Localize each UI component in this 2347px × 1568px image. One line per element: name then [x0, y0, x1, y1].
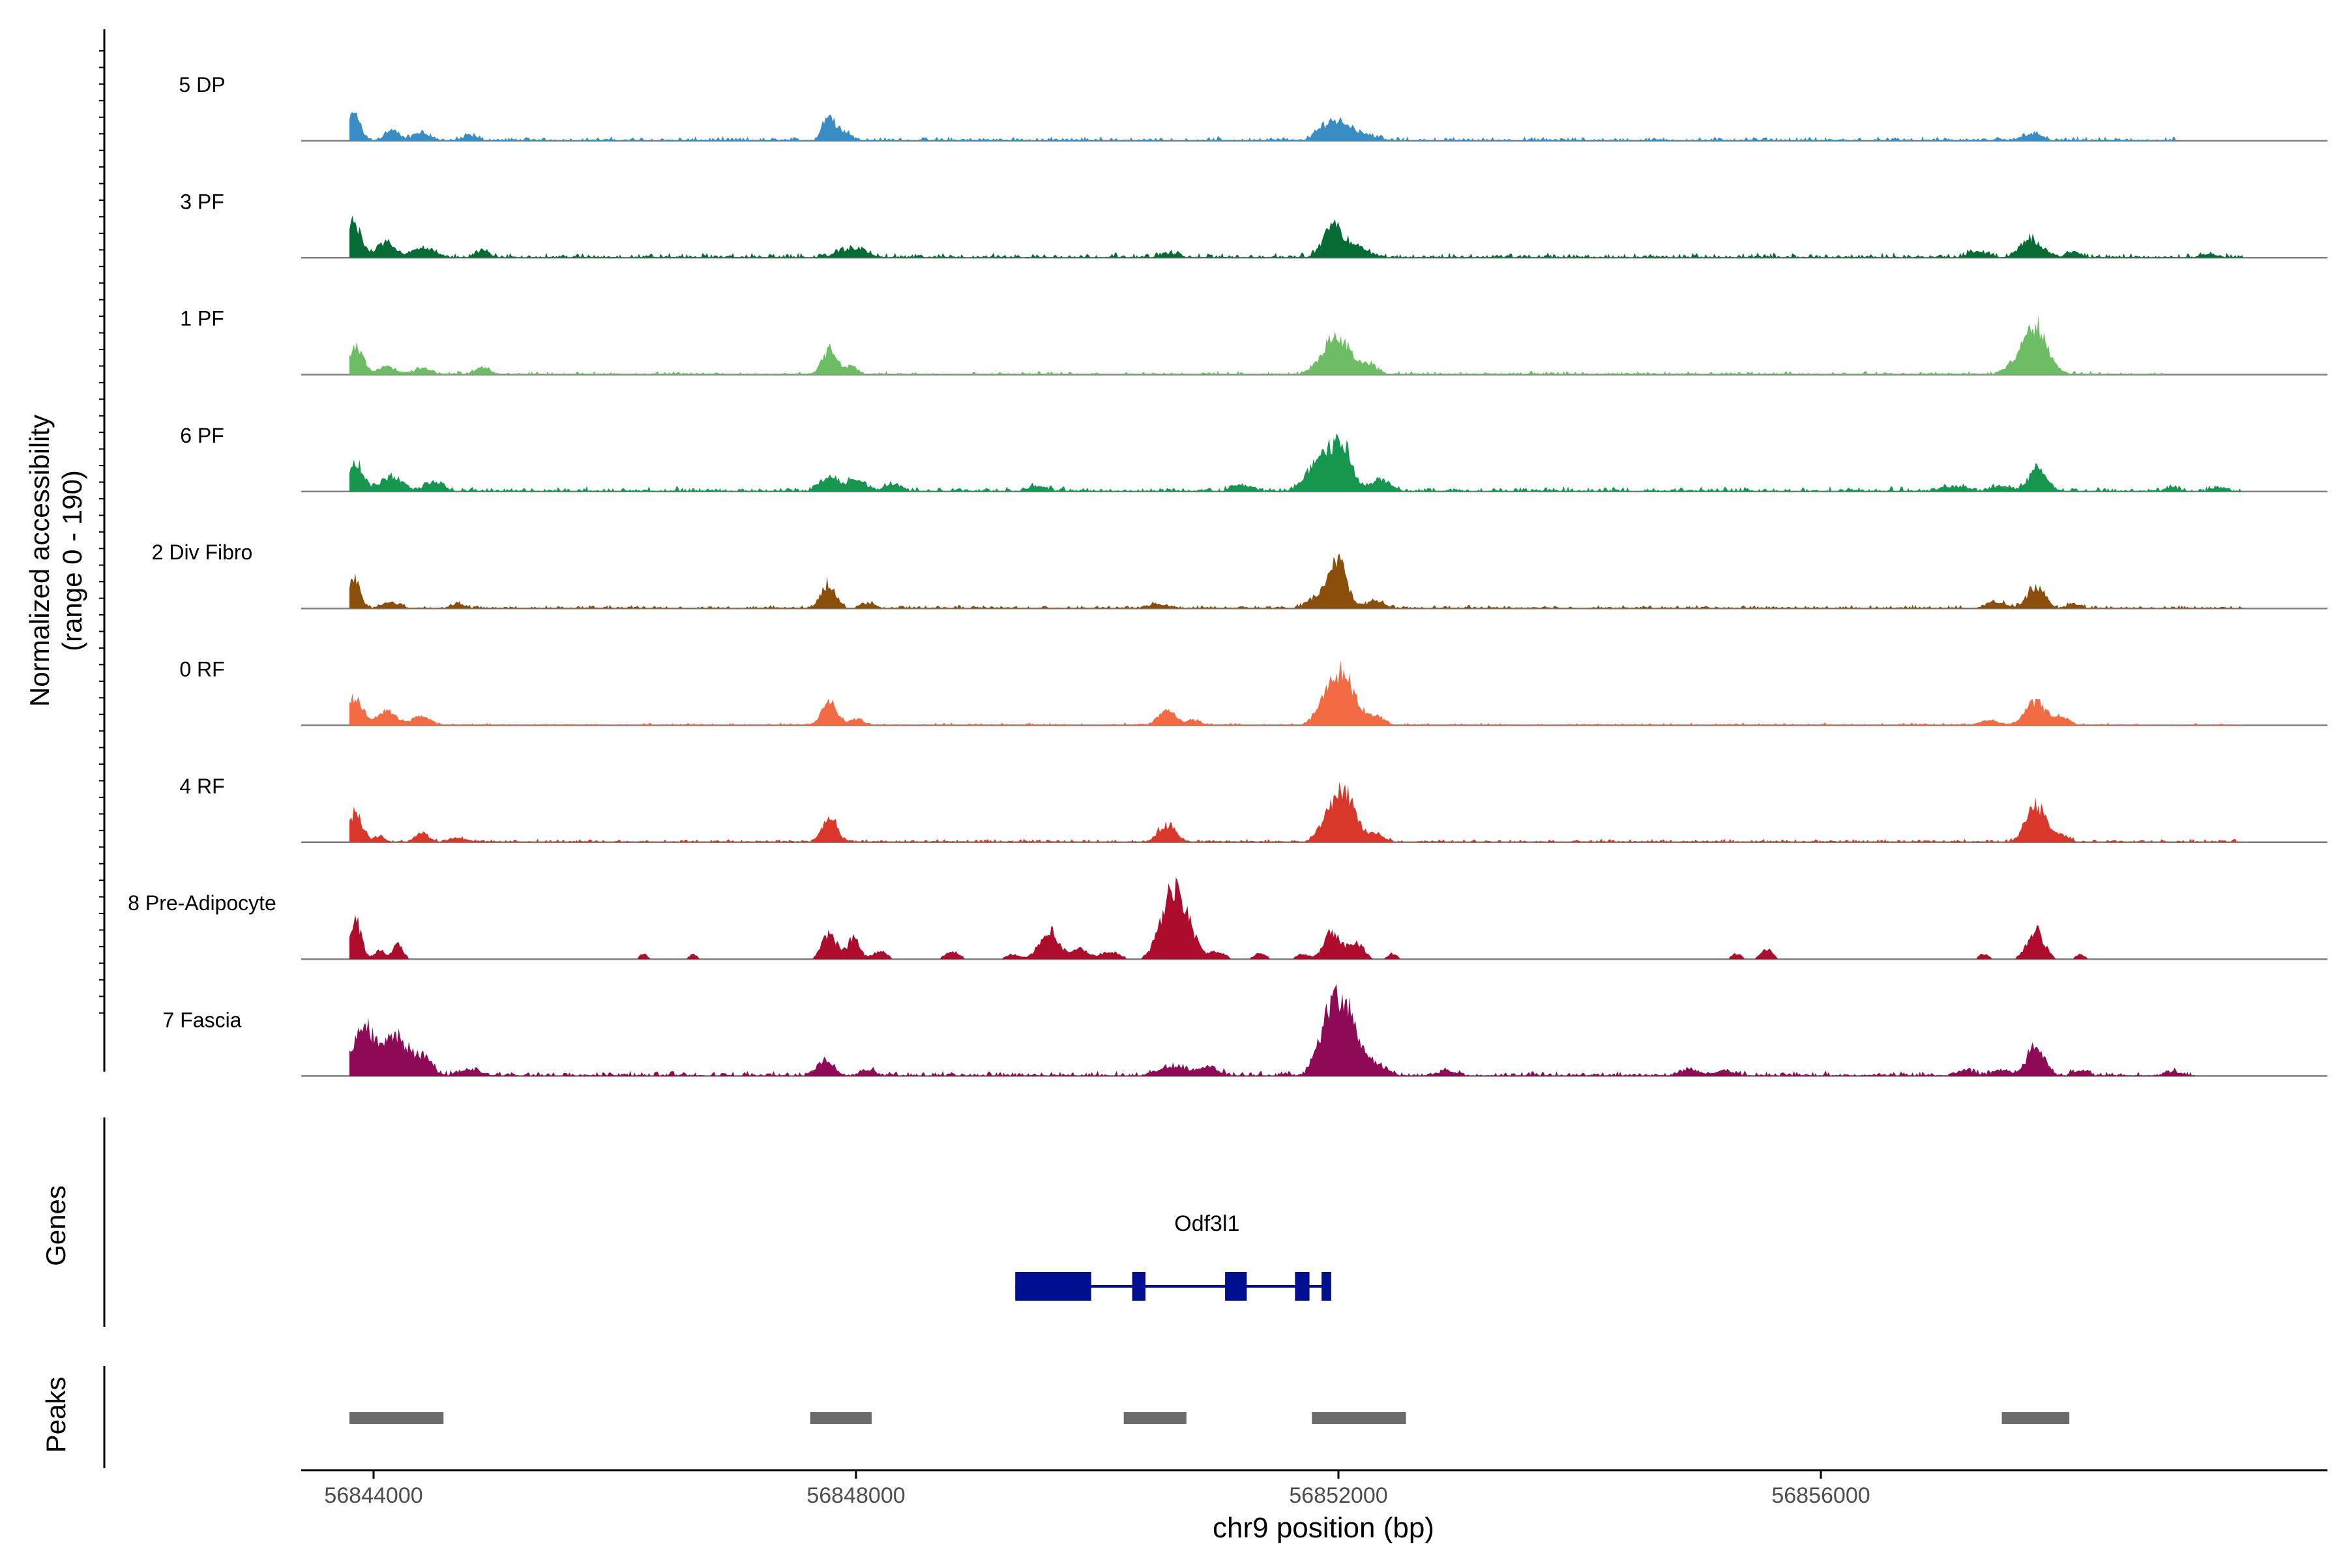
strand-arrow: [1223, 1278, 1234, 1295]
strand-arrow: [1069, 1278, 1080, 1295]
track-7-fascia: 7 Fascia: [163, 984, 2327, 1077]
y-axis-range-label: (range 0 - 190): [57, 470, 87, 651]
coverage-area: [349, 877, 2129, 960]
coverage-area: [349, 112, 2177, 141]
track-5-dp: 5 DP: [179, 73, 2327, 142]
genes-panel-label: Genes: [40, 1185, 71, 1266]
x-tick-label: 56856000: [1771, 1483, 1870, 1508]
gene-name-label: Odf3l1: [1174, 1211, 1239, 1236]
x-axis: 56844000 56848000 56852000 56856000: [301, 1469, 2327, 1508]
track-2-div-fibro: 2 Div Fibro: [152, 540, 2327, 610]
gene-exon: [1295, 1272, 1310, 1301]
track-4-rf: 4 RF: [179, 775, 2327, 844]
peak-region: [2001, 1412, 2070, 1424]
x-tick-label: 56852000: [1289, 1483, 1387, 1508]
peak-region: [1312, 1412, 1406, 1424]
coverage-area: [349, 781, 2243, 842]
x-tick-label: 56844000: [324, 1483, 422, 1508]
coverage-area: [349, 315, 2165, 375]
coverage-tracks: 5 DP 3 PF 1 PF 6 PF 2 Div Fibro 0 RF 4 RF 8 Pre…: [128, 73, 2327, 1077]
track-label: 0 RF: [179, 658, 224, 681]
gene-exon: [1321, 1272, 1331, 1301]
peak-region: [349, 1412, 444, 1424]
track-1-pf: 1 PF: [180, 307, 2327, 376]
y-axis-label: Normalized accessibility: [24, 415, 55, 707]
track-0-rf: 0 RF: [179, 658, 2327, 726]
gene-model: Odf3l1: [1015, 1211, 1331, 1301]
track-8-pre-adipocyte: 8 Pre-Adipocyte: [128, 877, 2327, 960]
coverage-area: [349, 215, 2243, 258]
coverage-area: [349, 554, 2243, 609]
gene-exon: [1132, 1272, 1145, 1301]
track-label: 2 Div Fibro: [152, 540, 253, 564]
track-label: 6 PF: [180, 424, 224, 447]
track-3-pf: 3 PF: [180, 190, 2327, 259]
coverage-area: [349, 433, 2243, 492]
peak-region: [1123, 1412, 1187, 1424]
track-label: 7 Fascia: [163, 1008, 242, 1031]
gene-exon: [1015, 1272, 1091, 1301]
track-label: 8 Pre-Adipocyte: [128, 891, 276, 915]
axes: [99, 29, 106, 1468]
track-label: 4 RF: [179, 775, 224, 798]
x-axis-label: chr9 position (bp): [1213, 1512, 1434, 1544]
track-6-pf: 6 PF: [180, 424, 2327, 493]
track-label: 5 DP: [179, 73, 225, 96]
peaks-panel-label: Peaks: [40, 1377, 71, 1453]
x-tick-label: 56848000: [806, 1483, 905, 1508]
coverage-area: [349, 660, 2243, 726]
track-label: 3 PF: [180, 190, 224, 213]
gene-exon: [1225, 1272, 1237, 1301]
coverage-area: [349, 984, 2195, 1076]
track-label: 1 PF: [180, 307, 224, 331]
peak-region: [810, 1412, 872, 1424]
peaks-track: [349, 1412, 2070, 1424]
